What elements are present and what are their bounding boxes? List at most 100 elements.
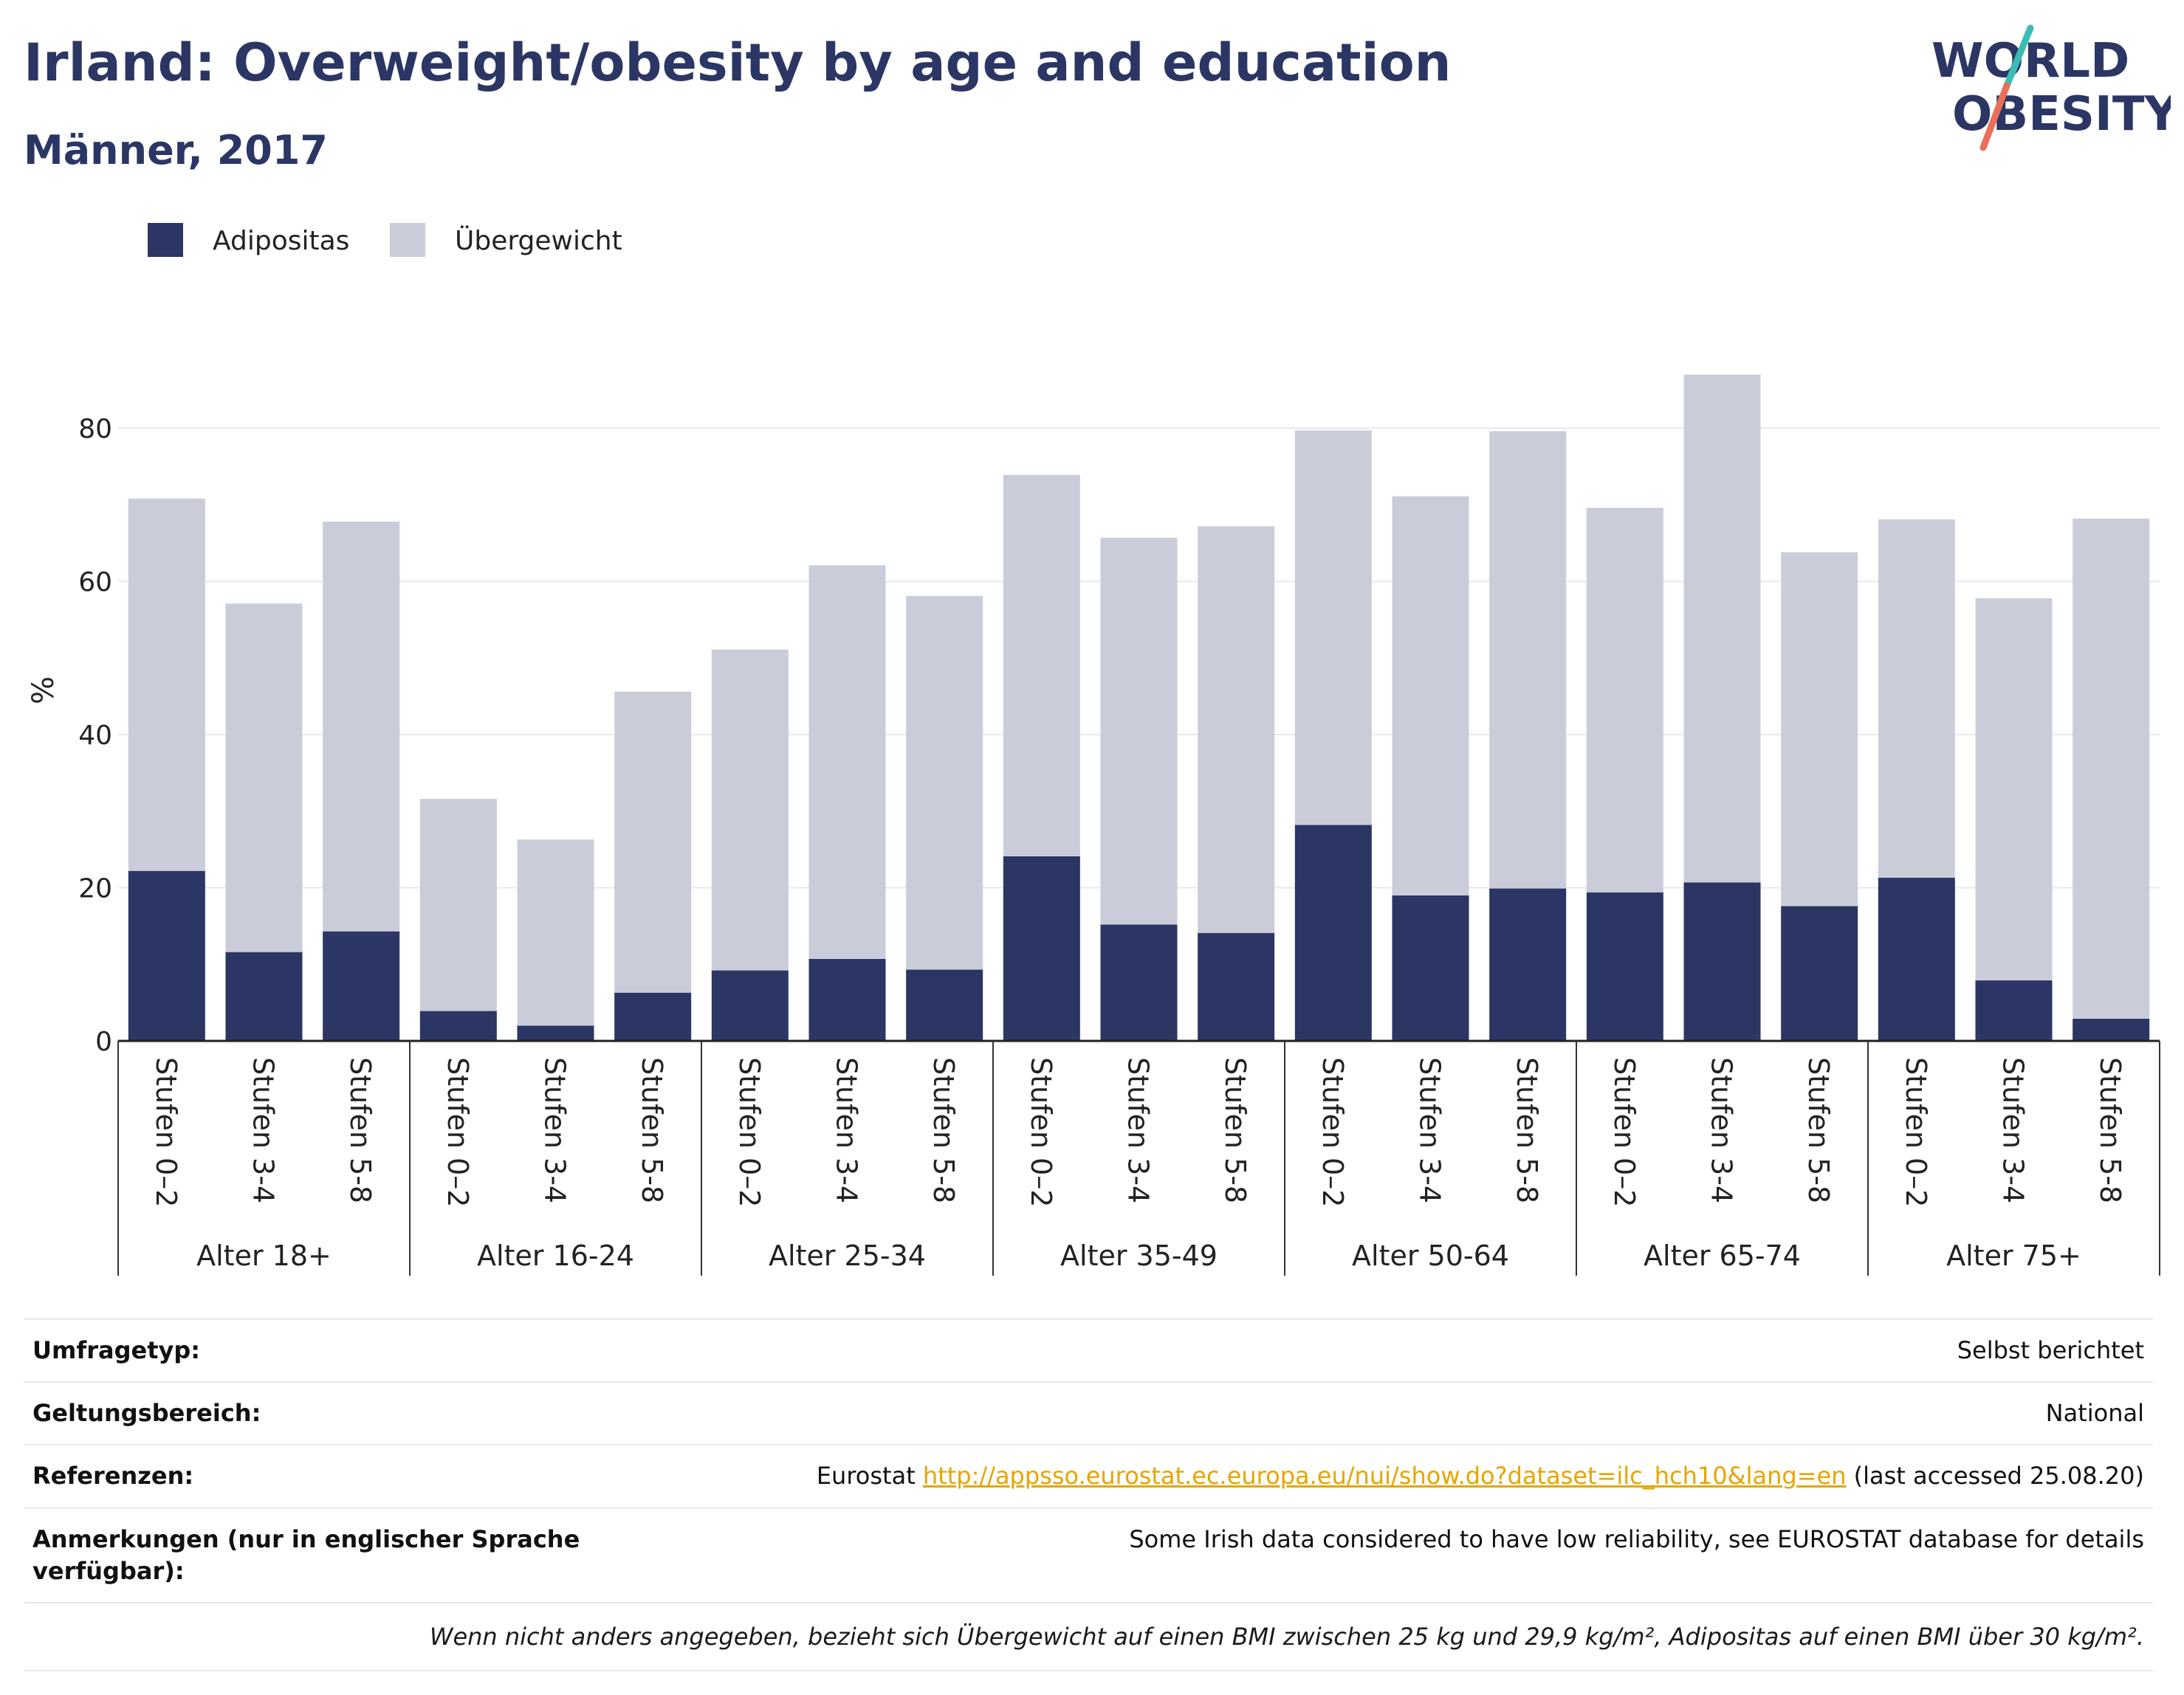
group-label: Alter 18+ — [196, 1240, 332, 1272]
bar-obesity — [1586, 892, 1663, 1041]
bar-overweight — [1781, 552, 1858, 907]
bar-overweight — [1975, 598, 2053, 981]
bar-overweight — [1392, 496, 1469, 895]
note-key: Geltungsbereich: — [32, 1399, 261, 1428]
group-label: Alter 50-64 — [1352, 1240, 1509, 1272]
group-label: Alter 25-34 — [769, 1240, 926, 1272]
note-value: Eurostat http://appsso.eurostat.ec.europ… — [817, 1460, 2144, 1492]
y-tick-label: 20 — [78, 874, 112, 904]
bar-obesity — [1781, 906, 1858, 1041]
x-axis: Stufen 0–2 Stufen 3-4 Stufen 5-8 Stufen 0–2… — [117, 1039, 2160, 1276]
y-tick-label: 40 — [78, 721, 112, 751]
legend-label-0: Adipositas — [213, 226, 349, 256]
bar-overweight — [1100, 537, 1178, 925]
note-value: Some Irish data considered to have low r… — [1129, 1524, 2144, 1553]
note-row-references: Referenzen: Eurostat http://appsso.euros… — [24, 1444, 2153, 1507]
bar-overweight — [2073, 518, 2150, 1019]
note-key: Umfragetyp: — [32, 1336, 201, 1364]
note-value: National — [2045, 1399, 2144, 1428]
x-tick-label: Stufen 3-4 — [247, 1057, 280, 1203]
y-tick-label: 60 — [78, 568, 112, 598]
bar-overweight — [419, 799, 497, 1011]
x-tick-label: Stufen 0–2 — [442, 1057, 474, 1207]
x-tick-label: Stufen 3-4 — [1122, 1057, 1155, 1203]
group-label: Alter 16-24 — [477, 1240, 634, 1272]
x-tick-label: Stufen 0–2 — [1025, 1057, 1057, 1207]
bar-overweight — [614, 691, 692, 993]
x-tick-label: Stufen 0–2 — [150, 1057, 182, 1207]
y-tick-label: 0 — [95, 1027, 112, 1057]
bar-obesity — [1878, 878, 1955, 1041]
bar-obesity — [1975, 980, 2053, 1041]
bar-obesity — [419, 1011, 497, 1041]
reference-link[interactable]: http://appsso.eurostat.ec.europa.eu/nui/… — [922, 1462, 1847, 1491]
bar-obesity — [808, 958, 886, 1041]
chart-notes: Umfragetyp: Selbst berichtet Geltungsber… — [24, 1318, 2153, 1671]
bar-obesity — [711, 970, 789, 1041]
bar-overweight — [323, 521, 400, 932]
world-obesity-logo: WORLD OBESITY — [1931, 24, 2171, 151]
chart-legend: Adipositas Übergewicht — [148, 223, 622, 257]
bar-overweight — [517, 839, 594, 1026]
legend-label-1: Übergewicht — [455, 225, 622, 256]
reference-suffix: (last accessed 25.08.20) — [1846, 1462, 2144, 1491]
note-value: Selbst berichtet — [1957, 1336, 2144, 1364]
x-tick-label: Stufen 0–2 — [733, 1057, 766, 1207]
x-tick-label: Stufen 3-4 — [1414, 1057, 1446, 1203]
group-label: Alter 65-74 — [1644, 1240, 1801, 1272]
bar-obesity — [2073, 1018, 2150, 1041]
bar-overweight — [1683, 374, 1761, 883]
bar-overweight — [1198, 526, 1275, 933]
x-tick-label: Stufen 0–2 — [1316, 1057, 1349, 1207]
x-tick-label: Stufen 0–2 — [1900, 1057, 1932, 1207]
bar-obesity — [1198, 932, 1275, 1041]
note-row-coverage: Geltungsbereich: National — [24, 1381, 2153, 1444]
y-axis: 0 20 40 60 80% — [27, 414, 112, 1057]
bar-overweight — [128, 498, 205, 871]
x-tick-label: Stufen 3-4 — [539, 1057, 571, 1203]
bar-obesity — [1392, 895, 1469, 1041]
note-row-remarks: Anmerkungen (nur in englischer Sprache v… — [24, 1507, 2153, 1602]
x-tick-label: Stufen 3-4 — [831, 1057, 863, 1203]
bars — [128, 374, 2150, 1041]
x-tick-label: Stufen 5-8 — [2094, 1057, 2126, 1203]
x-tick-label: Stufen 5-8 — [1511, 1057, 1543, 1203]
logo-line1: WORLD — [1931, 34, 2129, 89]
x-tick-label: Stufen 5-8 — [927, 1057, 960, 1203]
bar-overweight — [1003, 475, 1080, 856]
bar-obesity — [517, 1025, 594, 1041]
x-tick-label: Stufen 5-8 — [636, 1057, 668, 1203]
legend-swatch-0 — [148, 223, 183, 257]
bar-overweight — [906, 596, 983, 970]
page-title: Irland: Overweight/obesity by age and ed… — [24, 32, 1452, 93]
note-key: Referenzen: — [32, 1462, 194, 1491]
logo-line2: OBESITY — [1952, 87, 2171, 142]
x-tick-label: Stufen 5-8 — [344, 1057, 377, 1203]
bar-obesity — [1003, 856, 1080, 1041]
bar-obesity — [1294, 825, 1372, 1041]
bar-overweight — [711, 649, 789, 971]
legend-swatch-1 — [390, 223, 425, 257]
y-axis-label: % — [27, 676, 61, 704]
bar-overweight — [808, 565, 886, 959]
bar-overweight — [1294, 430, 1372, 825]
x-tick-label: Stufen 3-4 — [1706, 1057, 1738, 1203]
x-tick-label: Stufen 5-8 — [1802, 1057, 1835, 1203]
bar-overweight — [225, 603, 303, 952]
page-subtitle: Männer, 2017 — [24, 127, 328, 173]
bar-obesity — [614, 992, 692, 1041]
bar-overweight — [1586, 507, 1663, 893]
bar-obesity — [1683, 882, 1761, 1041]
x-tick-label: Stufen 0–2 — [1608, 1057, 1641, 1207]
bar-overweight — [1489, 431, 1567, 889]
bar-obesity — [128, 870, 205, 1041]
bar-chart: Adipositas Übergewicht 0 20 40 60 80% Stufen … — [27, 223, 2160, 1276]
footnote: Wenn nicht anders angegeben, bezieht sic… — [24, 1601, 2153, 1671]
bar-obesity — [1489, 888, 1567, 1041]
bar-obesity — [906, 969, 983, 1041]
y-tick-label: 80 — [78, 414, 112, 444]
bar-obesity — [1100, 924, 1178, 1041]
group-label: Alter 35-49 — [1060, 1240, 1218, 1272]
reference-prefix: Eurostat — [816, 1462, 923, 1491]
bar-overweight — [1878, 519, 1955, 879]
